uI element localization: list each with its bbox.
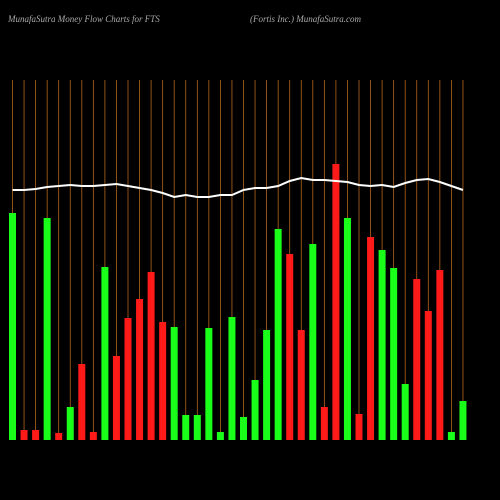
bar: [286, 254, 294, 440]
bar: [436, 270, 444, 440]
bar: [20, 430, 28, 440]
chart-title: MunafaSutra Money Flow Charts for FTS: [7, 14, 160, 24]
bar: [309, 244, 317, 440]
bar: [55, 433, 63, 440]
bar: [66, 407, 74, 440]
bar: [112, 356, 120, 440]
bar: [136, 299, 144, 440]
bar: [401, 384, 409, 440]
bar: [320, 407, 328, 440]
bar: [367, 237, 375, 440]
bar: [240, 417, 247, 440]
bar: [447, 432, 455, 440]
bar: [147, 272, 155, 440]
bar: [216, 432, 224, 440]
bar: [32, 430, 40, 440]
bar: [251, 380, 259, 440]
bar: [390, 268, 398, 440]
bar: [124, 318, 132, 440]
bar: [159, 322, 167, 440]
bar: [43, 218, 51, 440]
bar: [9, 213, 16, 440]
bar: [89, 432, 97, 440]
bar: [332, 164, 340, 440]
bar: [193, 415, 201, 440]
bar: [378, 250, 386, 440]
bar: [343, 218, 351, 440]
bar: [355, 414, 363, 440]
bar: [78, 364, 86, 440]
chart-subtitle: (Fortis Inc.) MunafaSutra.com: [250, 14, 361, 24]
bar: [263, 330, 271, 440]
bar: [413, 279, 421, 440]
bar: [459, 401, 467, 440]
bar: [170, 327, 178, 440]
bar: [182, 415, 190, 440]
bar: [297, 330, 305, 440]
bar: [205, 328, 213, 440]
bar: [228, 317, 236, 440]
bar: [274, 229, 282, 440]
bar: [424, 311, 432, 440]
money-flow-line: [12, 176, 464, 199]
bar: [101, 267, 109, 440]
